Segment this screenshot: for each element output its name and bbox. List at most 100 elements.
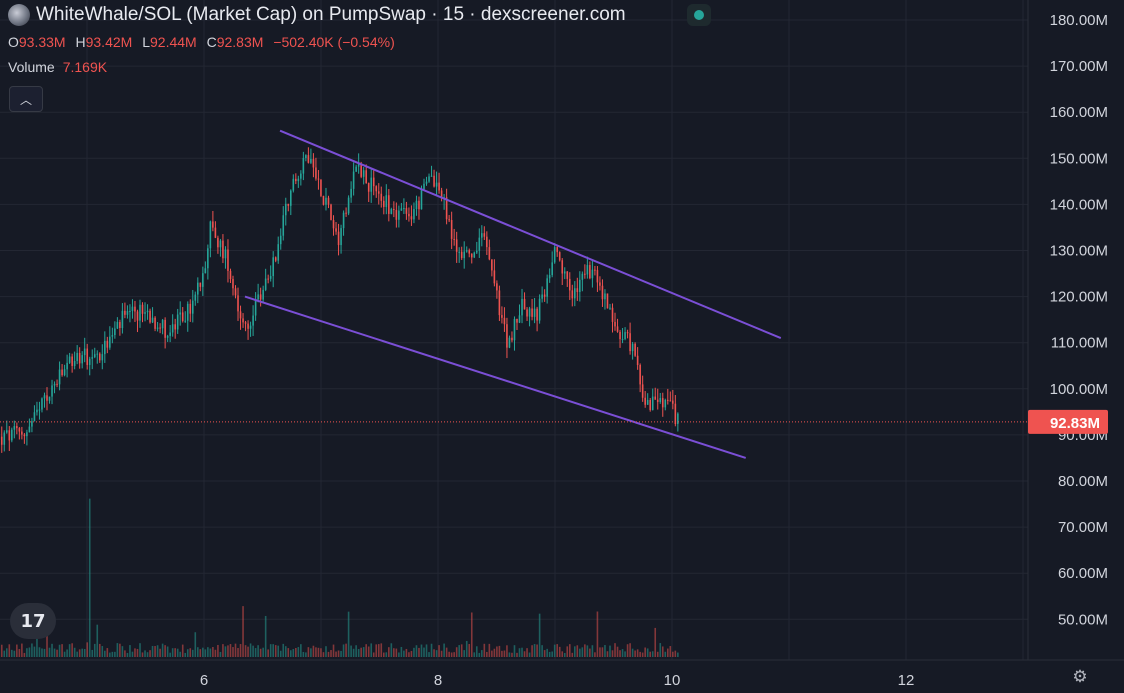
volume-bar [357,649,360,657]
volume-bar [634,650,636,657]
tradingview-logo-icon[interactable]: 17 [10,603,56,639]
volume-bar [599,647,601,657]
candle-body [649,399,652,411]
volume-bar [257,645,259,657]
candle-body [470,253,473,258]
candle-body [631,343,634,352]
volume-bar [78,649,81,657]
volume-bar [566,646,569,657]
open-value: 93.33M [18,34,66,50]
volume-bar [51,643,53,657]
candle-body [88,358,91,365]
volume-bar [176,648,179,657]
volume-bar [501,650,503,657]
candle-body [307,155,310,163]
volume-bar [312,645,315,657]
volume-bar [186,649,189,657]
candle-body [33,412,36,422]
last-price-label: 92.83M [1050,415,1100,432]
volume-bar [576,645,579,657]
candle-body [393,209,395,211]
volume-bar [473,652,476,657]
settings-gear-icon[interactable]: ⚙ [1072,667,1088,686]
volume-bar [227,645,229,657]
volume-bar [531,645,533,657]
volume-bar [415,645,418,657]
candle-body [473,252,476,258]
candle-body [458,251,460,253]
candle-body [242,318,244,323]
volume-bar [458,645,460,657]
candle-body [548,275,551,279]
candle-body [81,355,83,364]
volume-bar [362,647,365,657]
volume-bar [199,649,202,657]
candle-body [533,308,536,317]
candle-body [496,283,498,291]
volume-bar [455,647,458,657]
y-tick-label: 80.00M [1058,473,1108,490]
volume-bar [124,650,126,657]
candle-body [566,271,569,279]
volume-bar [340,650,342,657]
volume-bar [403,650,405,657]
volume-bar [88,498,91,657]
volume-bar [425,644,428,657]
candle-body [609,307,611,309]
candle-body [31,421,33,427]
x-tick-label: 10 [664,672,681,689]
volume-bar [430,643,433,657]
volume-bar [513,645,516,657]
candle-body [656,399,659,402]
high-label: H [75,34,86,50]
volume-bar [277,645,280,657]
volume-bar [619,650,621,657]
volume-bar [674,650,677,657]
volume-bar [609,645,611,657]
collapse-legend-button[interactable]: ︿ [9,86,43,112]
volume-bar [242,606,244,657]
candle-body [357,163,360,167]
candle-body [581,273,584,280]
volume-bar [335,651,337,657]
candle-body [86,348,89,365]
volume-bar [71,643,73,657]
volume-bar [659,643,662,657]
candle-body [523,298,526,310]
candle-body [197,282,199,295]
volume-bar [146,652,149,657]
volume-bar [639,651,641,657]
volume-bar [18,649,21,657]
volume-bar [279,650,282,657]
volume-bar [649,651,652,657]
candle-body [546,278,548,297]
candle-body [574,288,576,299]
candle-body [664,399,667,408]
volume-bar [234,643,237,657]
volume-bar [139,643,141,657]
candle-body [189,303,192,314]
volume-bar [104,650,106,657]
candle-body [345,212,347,214]
candle-body [508,337,511,348]
candle-body [465,250,468,252]
volume-bar [164,645,166,657]
volume-bar [239,644,242,657]
candle-body [284,203,287,216]
volume-bar [491,650,493,657]
candle-body [83,348,86,356]
volume-bar [111,651,114,657]
live-status-indicator[interactable] [687,4,711,26]
candle-body [478,237,481,251]
candle-body [405,208,408,214]
candle-body [453,238,455,240]
volume-bar [129,645,131,657]
volume-bar [523,651,526,657]
candle-body [498,290,501,316]
volume-bar [11,649,13,657]
candle-body [438,182,440,191]
candle-body [493,270,496,284]
y-tick-label: 140.00M [1050,196,1108,213]
candle-body [327,197,330,205]
